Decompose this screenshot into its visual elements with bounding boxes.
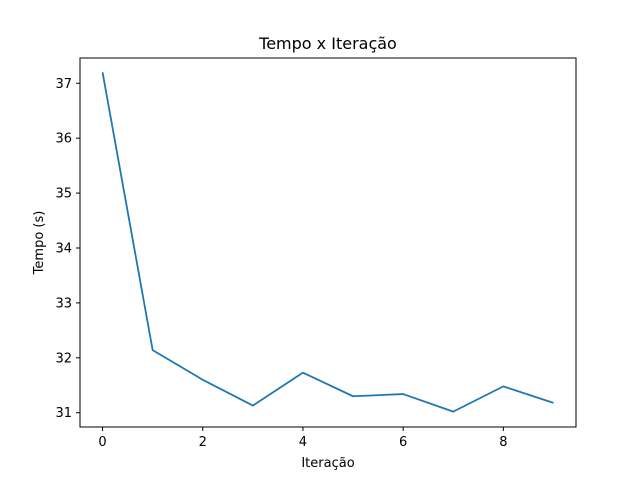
x-tick-label: 2: [199, 435, 207, 450]
y-tick-label: 31: [55, 406, 72, 421]
series-line: [101, 72, 554, 413]
y-tick-label: 33: [55, 296, 72, 311]
plot-frame: [79, 57, 577, 428]
y-tick-label: 32: [55, 351, 72, 366]
x-axis-label: Iteração: [301, 456, 354, 471]
y-tick-label: 35: [55, 187, 72, 202]
plot-area: [80, 58, 576, 427]
y-tick-label: 37: [55, 77, 72, 92]
y-axis-label: Tempo (s): [32, 211, 47, 276]
series-layer: [101, 72, 554, 413]
x-tick-label: 4: [299, 435, 307, 450]
chart-title: Tempo x Iteração: [258, 34, 397, 53]
x-tick-label: 6: [399, 435, 407, 450]
x-tick-label: 8: [499, 435, 507, 450]
y-tick-label: 36: [55, 132, 72, 147]
x-tick-label: 0: [98, 435, 106, 450]
y-tick-label: 34: [55, 241, 72, 256]
ticks: 0 2 4 6 8 31 32 33 34 35 36 37: [55, 77, 507, 450]
